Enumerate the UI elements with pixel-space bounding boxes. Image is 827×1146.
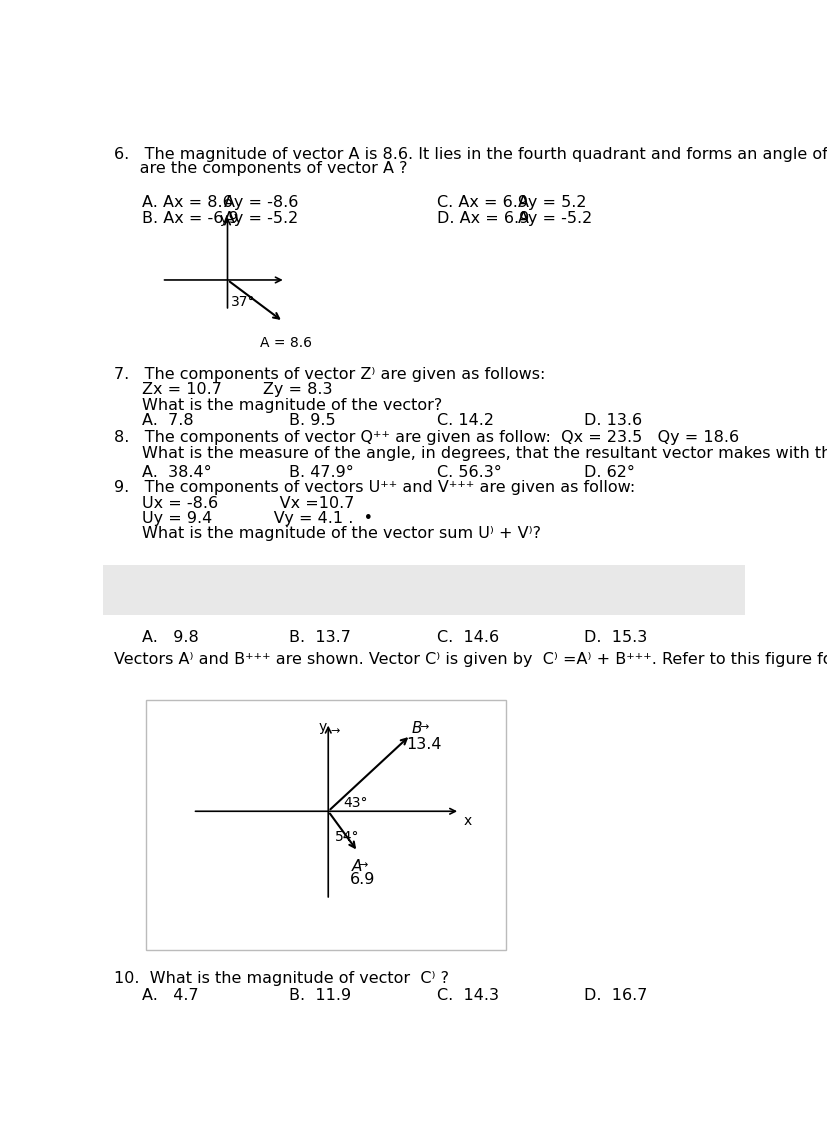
Text: D.  16.7: D. 16.7 [583, 988, 647, 1003]
Text: →: → [330, 727, 340, 737]
Text: Zx = 10.7        Zy = 8.3: Zx = 10.7 Zy = 8.3 [142, 383, 332, 398]
Text: 54°: 54° [334, 830, 359, 843]
Text: B. Ax = -6.9: B. Ax = -6.9 [142, 212, 238, 227]
Text: C. 14.2: C. 14.2 [436, 414, 493, 429]
Text: Uy = 9.4            Vy = 4.1 .  •: Uy = 9.4 Vy = 4.1 . • [142, 511, 373, 526]
Text: D. 62°: D. 62° [583, 465, 634, 480]
Text: B.  11.9: B. 11.9 [289, 988, 351, 1003]
Text: What is the magnitude of the vector sum U⁾ + V⁾?: What is the magnitude of the vector sum … [142, 526, 541, 541]
Text: Ay = -8.6: Ay = -8.6 [223, 195, 298, 210]
Text: are the components of vector A ?: are the components of vector A ? [114, 160, 408, 175]
Text: B. 9.5: B. 9.5 [289, 414, 336, 429]
Text: y: y [318, 721, 326, 735]
Text: y: y [219, 212, 227, 226]
Text: 13.4: 13.4 [406, 737, 442, 752]
Text: What is the measure of the angle, in degrees, that the resultant vector makes wi: What is the measure of the angle, in deg… [142, 446, 827, 461]
Text: 7.   The components of vector Z⁾ are given as follows:: 7. The components of vector Z⁾ are given… [114, 367, 545, 382]
Text: A. Ax = 8.6: A. Ax = 8.6 [142, 195, 232, 210]
Text: A.  7.8: A. 7.8 [142, 414, 194, 429]
Text: D. 13.6: D. 13.6 [583, 414, 642, 429]
Text: C.  14.6: C. 14.6 [436, 630, 499, 645]
Text: →: → [358, 861, 367, 870]
Text: D.  15.3: D. 15.3 [583, 630, 647, 645]
Text: A.  38.4°: A. 38.4° [142, 465, 212, 480]
Text: C. Ax = 6.9: C. Ax = 6.9 [436, 195, 527, 210]
Text: 43°: 43° [343, 795, 368, 810]
Text: Ay = 5.2: Ay = 5.2 [518, 195, 586, 210]
Text: What is the magnitude of the vector?: What is the magnitude of the vector? [142, 398, 442, 413]
Text: Ay = -5.2: Ay = -5.2 [223, 212, 298, 227]
Text: →: → [418, 722, 428, 732]
Text: B.  13.7: B. 13.7 [289, 630, 351, 645]
Bar [146, 699, 506, 950]
Text: C.  14.3: C. 14.3 [436, 988, 498, 1003]
Text: Ux = -8.6            Vx =10.7: Ux = -8.6 Vx =10.7 [142, 495, 354, 511]
Text: x: x [463, 815, 471, 829]
Text: A = 8.6: A = 8.6 [260, 336, 312, 350]
Text: Vectors A⁾ and B⁺⁺⁺ are shown. Vector C⁾ is given by  C⁾ =A⁾ + B⁺⁺⁺. Refer to th: Vectors A⁾ and B⁺⁺⁺ are shown. Vector C⁾… [114, 652, 827, 667]
Text: 9.   The components of vectors U⁺⁺ and V⁺⁺⁺ are given as follow:: 9. The components of vectors U⁺⁺ and V⁺⁺… [114, 480, 635, 495]
Text: B. 47.9°: B. 47.9° [289, 465, 354, 480]
Text: D. Ax = 6.9: D. Ax = 6.9 [436, 212, 528, 227]
Text: A: A [351, 860, 361, 874]
Text: 8.   The components of vector Q⁺⁺ are given as follow:  Qx = 23.5   Qy = 18.6: 8. The components of vector Q⁺⁺ are give… [114, 430, 739, 445]
Text: C. 56.3°: C. 56.3° [436, 465, 501, 480]
Bar [103, 565, 744, 615]
Text: 10.  What is the magnitude of vector  C⁾ ?: 10. What is the magnitude of vector C⁾ ? [114, 971, 449, 986]
Text: 6.   The magnitude of vector A is 8.6. It lies in the fourth quadrant and forms : 6. The magnitude of vector A is 8.6. It … [114, 147, 827, 162]
Text: 6.9: 6.9 [350, 872, 375, 887]
Text: Ay = -5.2: Ay = -5.2 [518, 212, 591, 227]
Text: B: B [412, 721, 422, 736]
Text: 37°: 37° [231, 296, 256, 309]
Text: A.   9.8: A. 9.8 [142, 630, 198, 645]
Text: A.   4.7: A. 4.7 [142, 988, 198, 1003]
